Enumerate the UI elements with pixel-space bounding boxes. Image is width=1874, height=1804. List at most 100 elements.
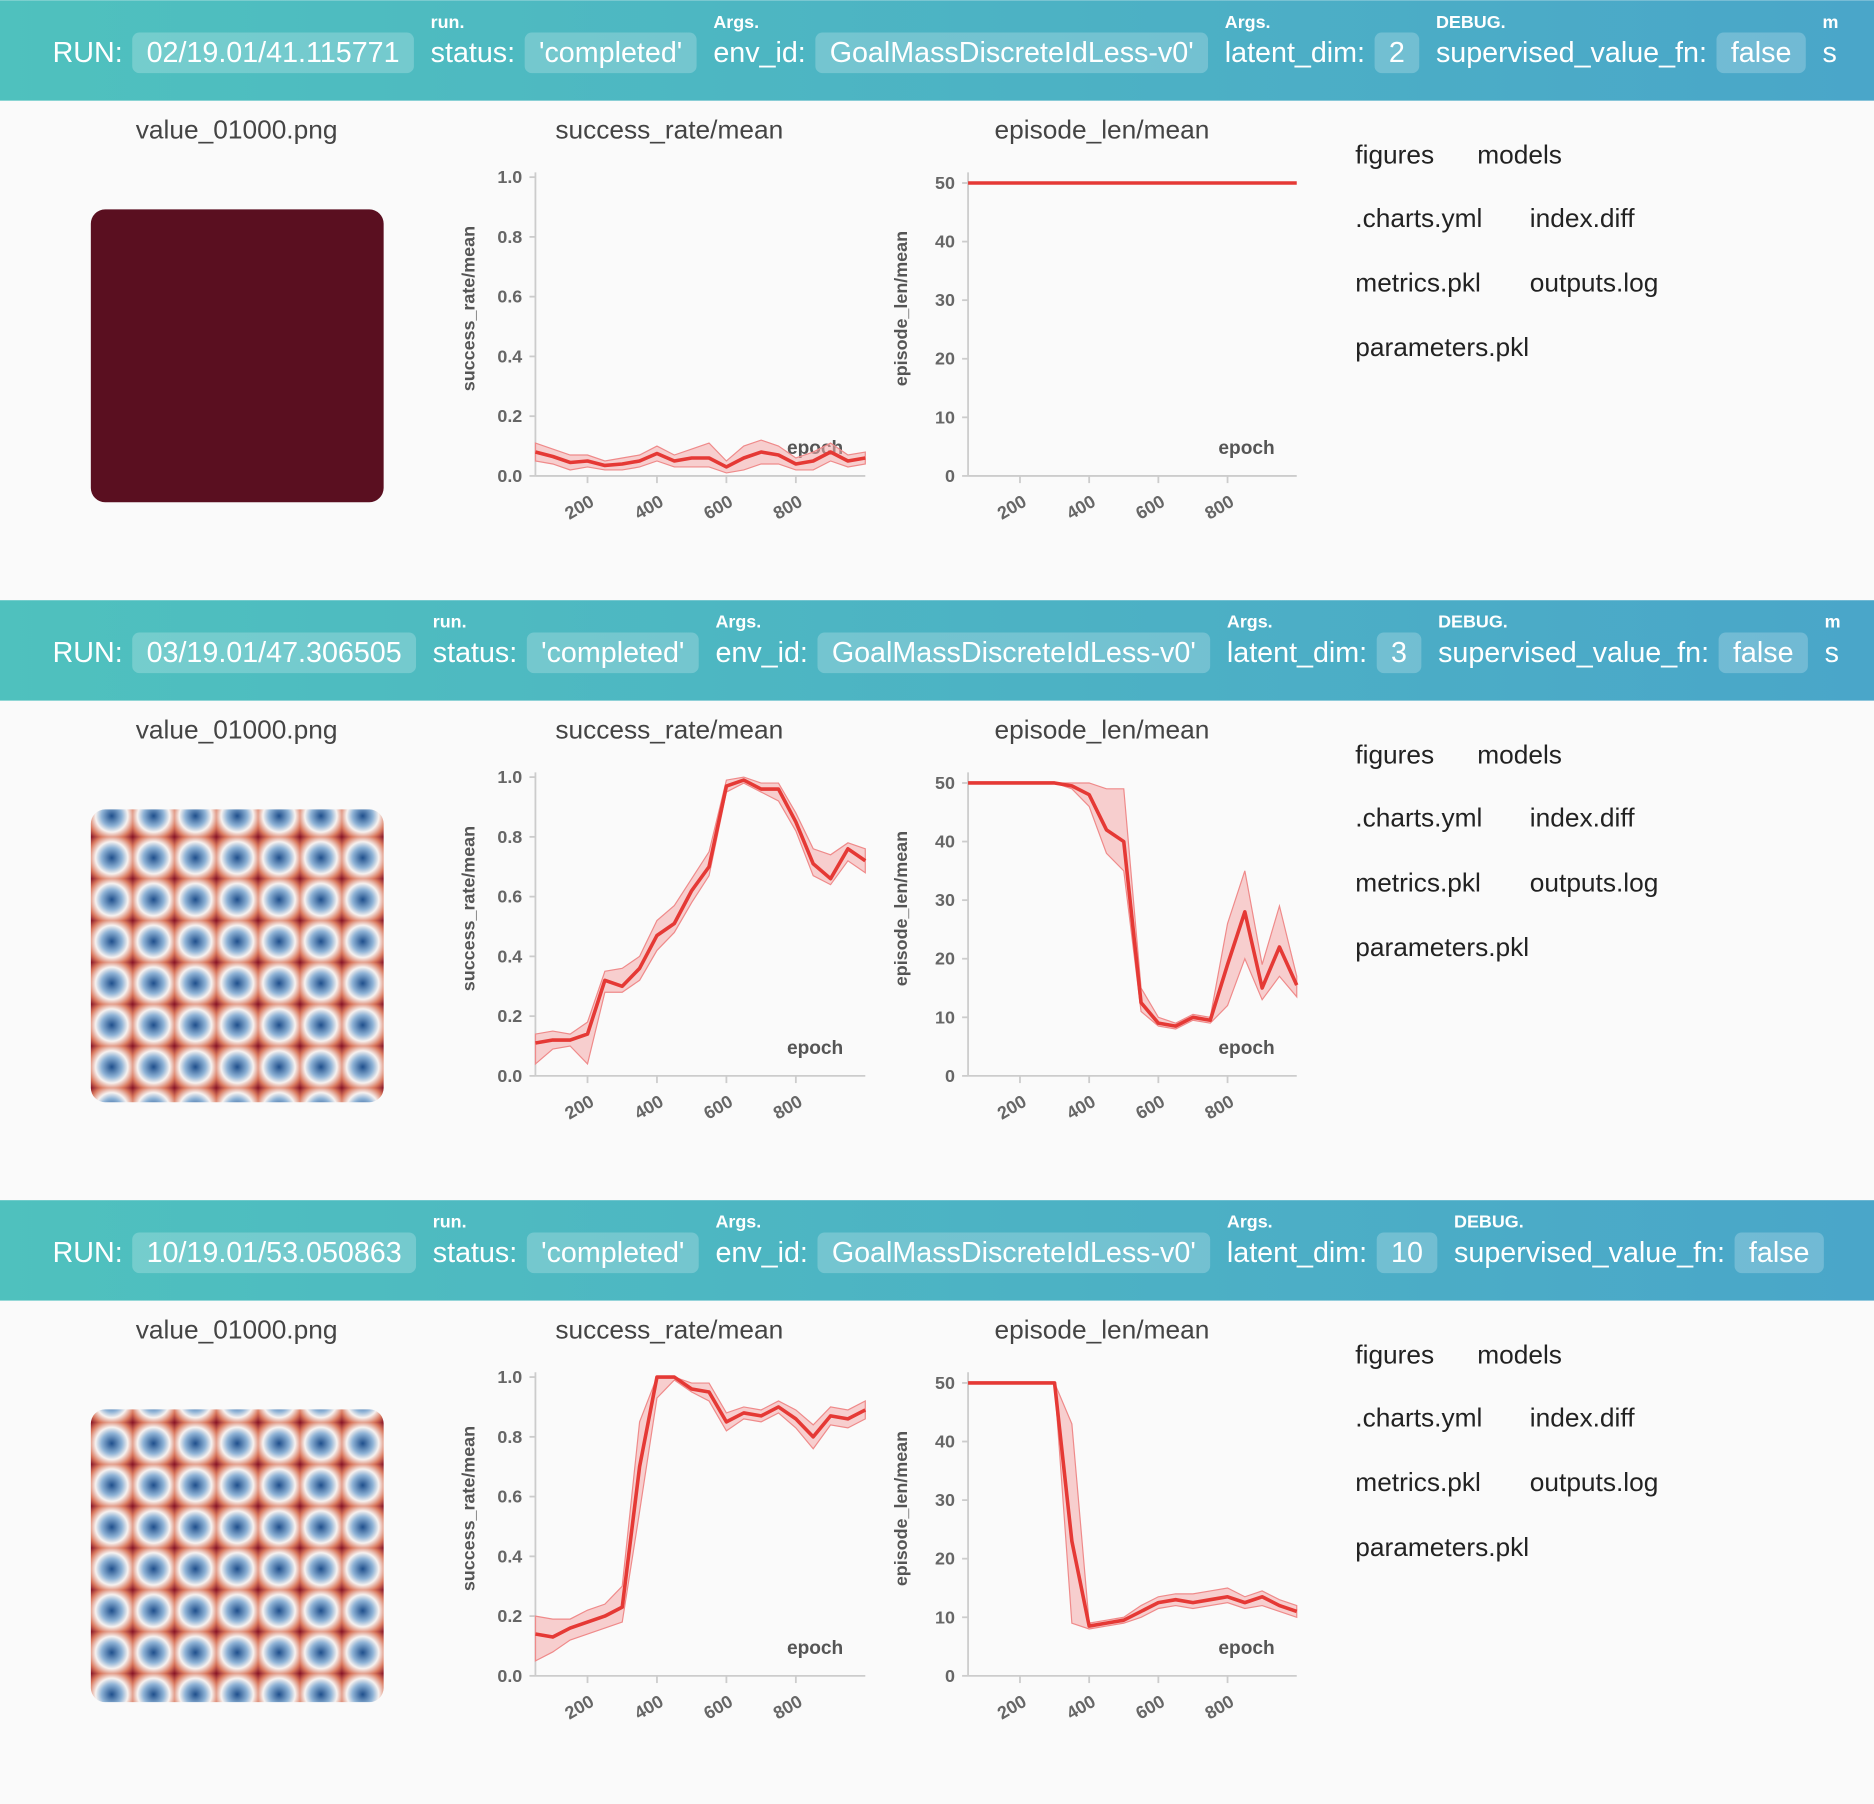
field-label: env_id:: [713, 37, 805, 69]
y-tick-label: 10: [935, 1007, 955, 1027]
file-link[interactable]: .charts.yml: [1355, 1403, 1482, 1433]
field-label: latent_dim:: [1225, 37, 1365, 69]
field-label: supervised_value_fn:: [1436, 37, 1707, 69]
field-label: status:: [433, 1237, 517, 1269]
field-label: latent_dim:: [1227, 1237, 1367, 1269]
y-tick-label: 10: [935, 407, 955, 427]
field-value: false: [1749, 1237, 1810, 1269]
field-label: env_id:: [715, 637, 807, 669]
chart-title: episode_len/mean: [995, 114, 1210, 144]
file-link[interactable]: figures: [1355, 139, 1434, 169]
file-link[interactable]: parameters.pkl: [1355, 332, 1529, 362]
field-value-box: [817, 1232, 1211, 1274]
y-tick-label: 30: [935, 890, 955, 910]
file-link[interactable]: outputs.log: [1530, 267, 1659, 297]
y-tick-label: 1.0: [497, 767, 522, 787]
file-link[interactable]: figures: [1355, 739, 1434, 769]
mean-line: [535, 778, 867, 1045]
file-link[interactable]: outputs.log: [1530, 1467, 1659, 1497]
file-link[interactable]: metrics.pkl: [1355, 867, 1481, 897]
chart-title: success_rate/mean: [555, 1314, 783, 1344]
field-group: Args.: [715, 1212, 761, 1232]
field-label: supervised_value_fn:: [1438, 637, 1709, 669]
chart-title: success_rate/mean: [555, 114, 783, 144]
y-tick-label: 10: [935, 1607, 955, 1627]
x-axis-label: epoch: [1218, 1038, 1274, 1059]
run-label: RUN:: [53, 637, 123, 669]
y-axis-label: success_rate/mean: [459, 226, 479, 391]
file-link[interactable]: models: [1477, 139, 1562, 169]
field-label: env_id:: [715, 1237, 807, 1269]
field-value: GoalMassDiscreteIdLess-v0': [832, 1237, 1196, 1269]
file-link[interactable]: parameters.pkl: [1355, 1532, 1529, 1562]
y-tick-label: 50: [935, 773, 955, 793]
field-value: false: [1733, 637, 1794, 669]
field-group: run.: [433, 1212, 467, 1232]
mean-line: [534, 450, 866, 469]
field-group: DEBUG.: [1454, 1212, 1524, 1232]
file-link[interactable]: .charts.yml: [1355, 803, 1482, 833]
field-value: 'completed': [541, 637, 684, 669]
run-id: 10/19.01/53.050863: [147, 1237, 402, 1269]
y-tick-label: 0.4: [497, 346, 522, 366]
field-value-box: [524, 32, 697, 74]
field-value: false: [1731, 37, 1792, 69]
x-axis-label: epoch: [1218, 1638, 1274, 1659]
x-axis-label: epoch: [787, 1038, 843, 1059]
y-axis-label: success_rate/mean: [459, 826, 479, 991]
field-value-box: [1374, 32, 1420, 74]
field-value-box: [815, 32, 1209, 74]
mean-line: [968, 1381, 1298, 1628]
mean-line: [968, 781, 1299, 1028]
chart-title: episode_len/mean: [995, 714, 1210, 744]
y-tick-label: 50: [935, 1373, 955, 1393]
run-id-box: [132, 32, 414, 74]
file-link[interactable]: .charts.yml: [1355, 203, 1482, 233]
y-tick-label: 20: [935, 949, 955, 969]
value-image: [90, 1409, 384, 1703]
y-tick-label: 0.2: [497, 1006, 522, 1026]
field-value-box: [1718, 632, 1808, 674]
field-label: supervised_value_fn:: [1454, 1237, 1725, 1269]
field-group: DEBUG.: [1438, 612, 1508, 632]
field-label: s: [1823, 37, 1837, 69]
chart-title: episode_len/mean: [995, 1314, 1210, 1344]
field-value-box: [1376, 632, 1422, 674]
file-link[interactable]: metrics.pkl: [1355, 1467, 1481, 1497]
y-tick-label: 40: [935, 232, 955, 252]
y-tick-label: 0: [945, 466, 955, 486]
file-link[interactable]: index.diff: [1530, 203, 1635, 233]
field-group: run.: [431, 12, 465, 32]
file-link[interactable]: models: [1477, 1339, 1562, 1369]
file-link[interactable]: models: [1477, 739, 1562, 769]
confidence-band: [534, 1376, 866, 1662]
field-group: Args.: [1225, 12, 1271, 32]
file-link[interactable]: outputs.log: [1530, 867, 1659, 897]
x-axis-label: epoch: [787, 1638, 843, 1659]
file-link[interactable]: index.diff: [1530, 1403, 1635, 1433]
file-link[interactable]: metrics.pkl: [1355, 267, 1481, 297]
field-value-box: [1734, 1232, 1824, 1274]
y-tick-label: 0.6: [497, 887, 522, 907]
file-link[interactable]: figures: [1355, 1339, 1434, 1369]
value-image: [90, 809, 384, 1103]
file-link[interactable]: parameters.pkl: [1355, 932, 1529, 962]
y-tick-label: 0.8: [497, 1427, 522, 1447]
y-tick-label: 0.0: [497, 466, 522, 486]
y-tick-label: 0: [945, 1666, 955, 1686]
y-tick-label: 0.8: [497, 227, 522, 247]
field-label: status:: [433, 637, 517, 669]
y-tick-label: 20: [935, 1549, 955, 1569]
field-value: GoalMassDiscreteIdLess-v0': [832, 637, 1196, 669]
run-label: RUN:: [53, 1237, 123, 1269]
y-tick-label: 40: [935, 1432, 955, 1452]
run-header: [0, 0, 1874, 101]
y-tick-label: 0.0: [497, 1066, 522, 1086]
y-tick-label: 0.4: [497, 1546, 522, 1566]
file-link[interactable]: index.diff: [1530, 803, 1635, 833]
image-title: value_01000.png: [136, 114, 338, 144]
field-value-box: [1716, 32, 1806, 74]
field-group: m: [1823, 12, 1839, 32]
